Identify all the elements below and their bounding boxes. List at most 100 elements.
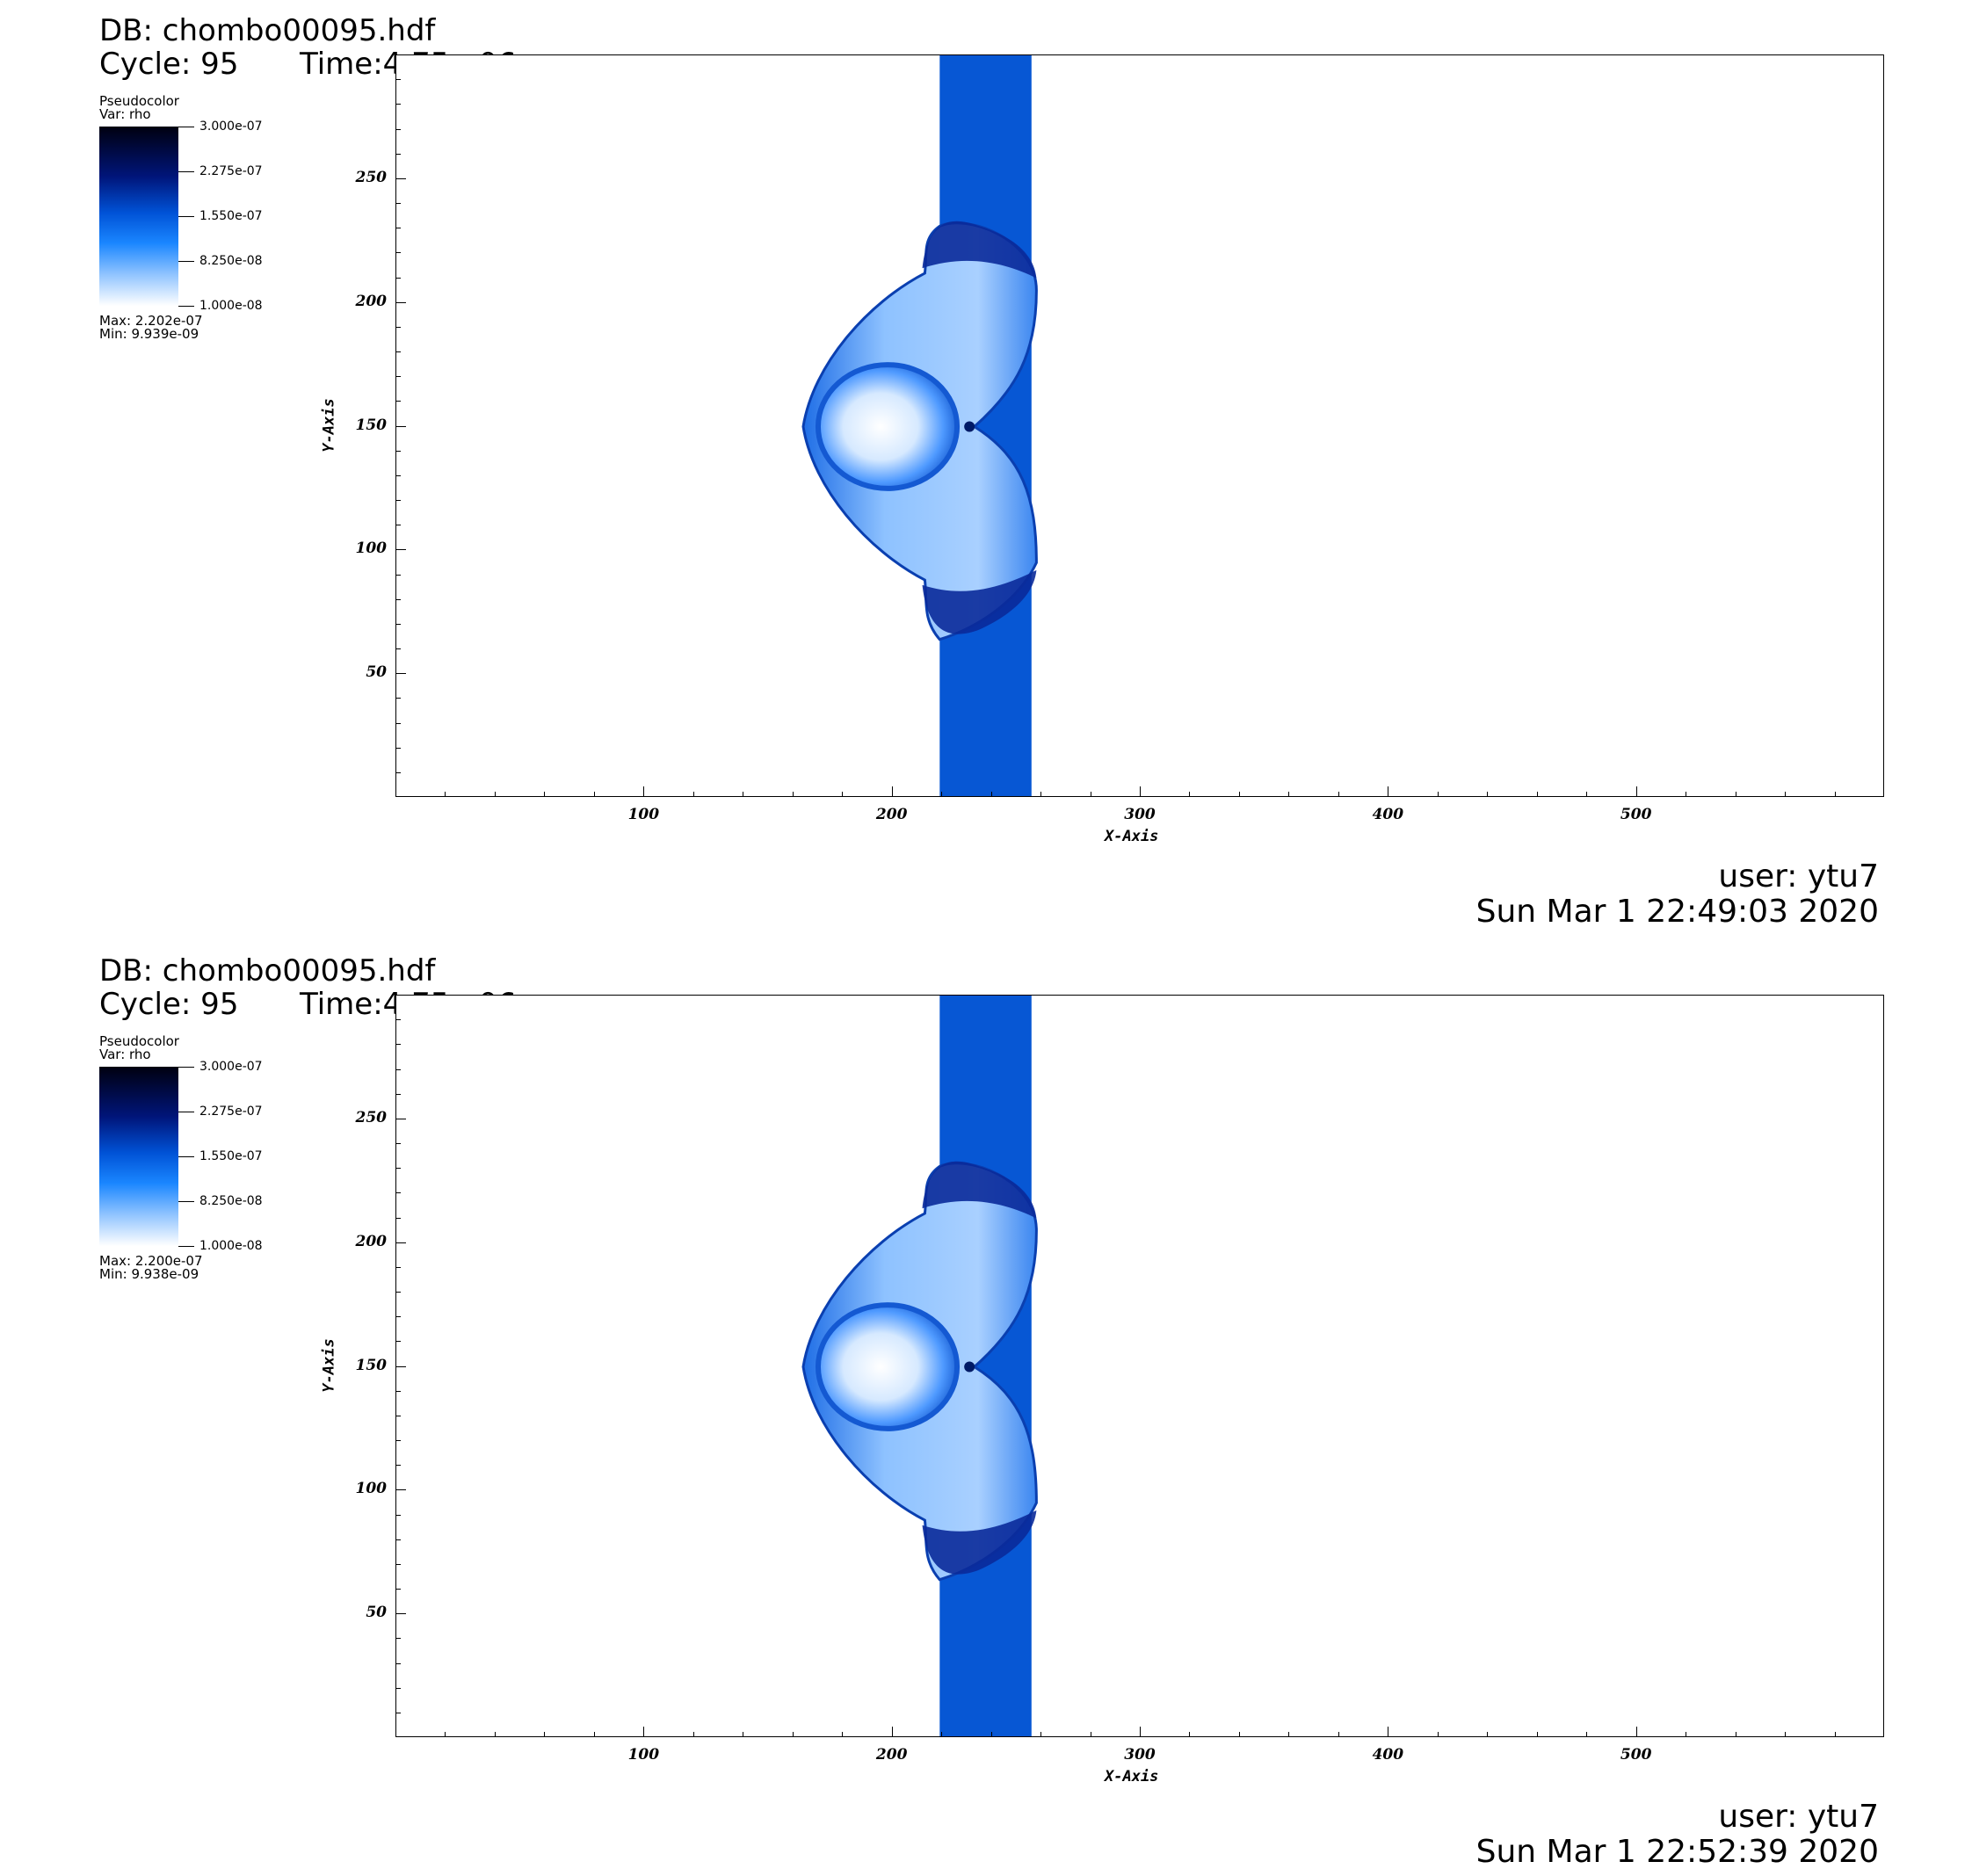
colorbar xyxy=(99,1067,178,1246)
colorbar-tick xyxy=(178,261,194,262)
x-tick-label: 500 xyxy=(1620,806,1652,823)
y-minor-tick xyxy=(395,351,401,352)
x-minor-tick xyxy=(1586,1732,1588,1737)
x-minor-tick xyxy=(842,792,844,797)
x-minor-tick xyxy=(494,1732,496,1737)
y-major-tick xyxy=(395,549,406,551)
x-minor-tick xyxy=(692,1732,694,1737)
legend-plot-type: Pseudocolor xyxy=(99,1033,179,1049)
colorbar-tick xyxy=(178,216,194,217)
y-minor-tick xyxy=(395,598,401,600)
y-minor-tick xyxy=(395,252,401,254)
x-minor-tick xyxy=(1586,792,1588,797)
y-major-tick xyxy=(395,1613,406,1615)
y-minor-tick xyxy=(395,474,401,476)
x-tick-label: 500 xyxy=(1620,1746,1652,1764)
colorbar-label: 1.550e-07 xyxy=(199,209,263,223)
date-label: Sun Mar 1 22:49:03 2020 xyxy=(1475,894,1879,930)
core-cavity xyxy=(815,1302,961,1431)
cycle-label: Cycle: 95 xyxy=(99,987,239,1022)
y-major-tick xyxy=(395,425,406,427)
y-minor-tick xyxy=(395,1440,401,1441)
x-minor-tick xyxy=(1040,1732,1042,1737)
visit-window-2: DB: chombo00095.hdf Cycle: 95 Time:4.75e… xyxy=(0,940,1972,1876)
x-minor-tick xyxy=(1238,1732,1240,1737)
x-major-tick xyxy=(643,786,645,797)
y-minor-tick xyxy=(395,1465,401,1467)
legend-min: Min: 9.939e-09 xyxy=(99,326,199,342)
x-minor-tick xyxy=(941,1732,943,1737)
visit-window-1: DB: chombo00095.hdf Cycle: 95 Time:4.75e… xyxy=(0,0,1972,936)
colorbar-tick xyxy=(178,171,194,172)
lower-shock-cap xyxy=(922,569,1037,634)
y-minor-tick xyxy=(395,574,401,576)
x-tick-label: 300 xyxy=(1124,806,1156,823)
user-label: user: ytu7 xyxy=(1718,858,1879,895)
y-minor-tick xyxy=(395,1687,401,1689)
user-label: user: ytu7 xyxy=(1718,1799,1879,1835)
y-major-tick xyxy=(395,301,406,303)
x-minor-tick xyxy=(941,792,943,797)
x-minor-tick xyxy=(1536,1732,1538,1737)
colorbar-tick xyxy=(178,1246,194,1247)
x-minor-tick xyxy=(692,792,694,797)
x-minor-tick xyxy=(990,1732,992,1737)
x-minor-tick xyxy=(1487,1732,1489,1737)
colorbar-tick xyxy=(178,1201,194,1202)
y-minor-tick xyxy=(395,1217,401,1219)
x-minor-tick xyxy=(1834,1732,1836,1737)
y-minor-tick xyxy=(395,401,401,402)
x-minor-tick xyxy=(792,792,794,797)
x-minor-tick xyxy=(1288,792,1290,797)
colorbar-tick xyxy=(178,306,194,307)
x-minor-tick xyxy=(445,792,446,797)
x-axis-title: X-Axis xyxy=(1105,828,1159,845)
y-minor-tick xyxy=(395,1019,401,1021)
density-field xyxy=(801,996,1038,1736)
y-minor-tick xyxy=(395,128,401,130)
colorbar xyxy=(99,127,178,306)
y-minor-tick xyxy=(395,277,401,279)
colorbar-label: 8.250e-08 xyxy=(199,1194,263,1208)
y-minor-tick xyxy=(395,747,401,749)
y-minor-tick xyxy=(395,1168,401,1170)
y-major-tick xyxy=(395,1365,406,1367)
y-minor-tick xyxy=(395,79,401,81)
x-minor-tick xyxy=(593,1732,595,1737)
y-minor-tick xyxy=(395,203,401,204)
cycle-label: Cycle: 95 xyxy=(99,47,239,82)
x-minor-tick xyxy=(593,792,595,797)
y-minor-tick xyxy=(395,1093,401,1095)
colorbar-label: 2.275e-07 xyxy=(199,1105,263,1119)
x-minor-tick xyxy=(792,1732,794,1737)
colorbar-tick xyxy=(178,1067,194,1068)
y-major-tick xyxy=(395,673,406,675)
y-minor-tick xyxy=(395,376,401,378)
x-minor-tick xyxy=(1437,792,1439,797)
y-minor-tick xyxy=(395,1266,401,1268)
x-minor-tick xyxy=(1238,792,1240,797)
x-minor-tick xyxy=(544,1732,546,1737)
colorbar-label: 3.000e-07 xyxy=(199,120,263,134)
y-minor-tick xyxy=(395,450,401,452)
legend-var: Var: rho xyxy=(99,106,151,122)
y-minor-tick xyxy=(395,648,401,649)
y-minor-tick xyxy=(395,1638,401,1640)
y-major-tick xyxy=(395,1489,406,1491)
legend-min: Min: 9.938e-09 xyxy=(99,1266,199,1282)
y-minor-tick xyxy=(395,1068,401,1070)
y-minor-tick xyxy=(395,326,401,328)
x-major-tick xyxy=(643,1727,645,1737)
upper-shock-cap xyxy=(922,221,1037,279)
x-minor-tick xyxy=(1785,1732,1787,1737)
y-tick-label: 50 xyxy=(366,663,387,682)
y-tick-label: 200 xyxy=(355,292,388,310)
db-title: DB: chombo00095.hdf xyxy=(99,953,436,989)
x-tick-label: 200 xyxy=(875,1746,908,1764)
colorbar-tick xyxy=(178,1156,194,1157)
x-minor-tick xyxy=(1536,792,1538,797)
plot-area xyxy=(395,54,1884,797)
y-minor-tick xyxy=(395,104,401,105)
y-tick-label: 250 xyxy=(355,168,388,186)
y-minor-tick xyxy=(395,1341,401,1343)
